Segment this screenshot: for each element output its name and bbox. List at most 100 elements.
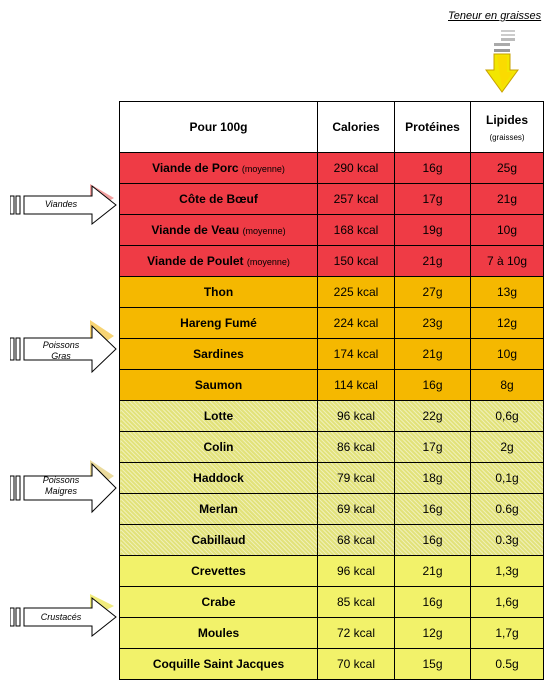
- table-row: Hareng Fumé 224 kcal 23g 12g: [119, 307, 544, 339]
- proteins-cell: 22g: [394, 400, 471, 432]
- lipids-cell: 0,1g: [470, 462, 544, 494]
- lipids-cell: 1,6g: [470, 586, 544, 618]
- food-name: Thon: [203, 285, 234, 299]
- lipids-cell: 0,6g: [470, 400, 544, 432]
- table-row: Lotte 96 kcal 22g 0,6g: [119, 400, 544, 432]
- lipids-cell: 10g: [470, 214, 544, 246]
- group-arrow-viandes: Viandes: [10, 182, 120, 230]
- calories-cell: 150 kcal: [317, 245, 395, 277]
- group-arrow-poissons-gras: Poissons Gras: [10, 318, 120, 374]
- lipids-cell: 25g: [470, 152, 544, 184]
- lipids-cell: 10g: [470, 338, 544, 370]
- table-row: Viande de Porc (moyenne) 290 kcal 16g 25g: [119, 152, 544, 184]
- food-name: Sardines: [193, 347, 244, 361]
- table-row: Crabe 85 kcal 16g 1,6g: [119, 586, 544, 618]
- proteins-cell: 16g: [394, 493, 471, 525]
- food-note: (moyenne): [242, 226, 286, 236]
- food-name: Merlan: [199, 502, 238, 516]
- group-label-viandes: Viandes: [44, 199, 78, 209]
- calories-cell: 257 kcal: [317, 183, 395, 215]
- proteins-cell: 18g: [394, 462, 471, 494]
- table-row: Côte de Bœuf 257 kcal 17g 21g: [119, 183, 544, 215]
- food-name-cell: Viande de Veau (moyenne): [119, 214, 318, 246]
- food-name: Crevettes: [191, 564, 246, 578]
- calories-cell: 96 kcal: [317, 400, 395, 432]
- food-note: (moyenne): [241, 164, 285, 174]
- proteins-cell: 23g: [394, 307, 471, 339]
- food-name: Cabillaud: [191, 533, 246, 547]
- table-row: Crevettes 96 kcal 21g 1,3g: [119, 555, 544, 587]
- food-column-header: Pour 100g: [119, 101, 318, 153]
- group-label-poissons-maigres-1: Poissons: [42, 475, 80, 485]
- calories-cell: 70 kcal: [317, 648, 395, 680]
- proteins-cell: 12g: [394, 617, 471, 649]
- table-row: Saumon 114 kcal 16g 8g: [119, 369, 544, 401]
- proteins-cell: 21g: [394, 338, 471, 370]
- food-name: Viande de Porc: [152, 161, 239, 175]
- lipids-cell: 0.3g: [470, 524, 544, 556]
- food-name: Saumon: [194, 378, 243, 392]
- food-name: Moules: [197, 626, 240, 640]
- calories-cell: 114 kcal: [317, 369, 395, 401]
- food-name-cell: Viande de Porc (moyenne): [119, 152, 318, 184]
- lipids-column-header: Lipides (graisses): [470, 101, 544, 153]
- proteins-cell: 16g: [394, 369, 471, 401]
- food-name-cell: Cabillaud: [119, 524, 318, 556]
- food-name-cell: Coquille Saint Jacques: [119, 648, 318, 680]
- lipids-cell: 0.6g: [470, 493, 544, 525]
- lipids-label: Lipides: [485, 112, 528, 127]
- table-row: Viande de Veau (moyenne) 168 kcal 19g 10g: [119, 214, 544, 246]
- table-row: Cabillaud 68 kcal 16g 0.3g: [119, 524, 544, 556]
- food-name: Lotte: [203, 409, 234, 423]
- proteins-cell: 19g: [394, 214, 471, 246]
- calories-cell: 96 kcal: [317, 555, 395, 587]
- food-name-cell: Moules: [119, 617, 318, 649]
- table-row: Colin 86 kcal 17g 2g: [119, 431, 544, 463]
- right-arrow-icon: [10, 460, 117, 514]
- right-arrow-icon: [10, 184, 117, 226]
- food-name-cell: Colin: [119, 431, 318, 463]
- calories-cell: 85 kcal: [317, 586, 395, 618]
- lipids-sublabel: (graisses): [489, 132, 525, 142]
- food-name: Côte de Bœuf: [179, 192, 258, 206]
- group-arrow-poissons-maigres: Poissons Maigres: [10, 458, 120, 514]
- lipids-cell: 21g: [470, 183, 544, 215]
- table-body: Viande de Porc (moyenne) 290 kcal 16g 25g Cô…: [119, 152, 544, 680]
- food-name-cell: Viande de Poulet (moyenne): [119, 245, 318, 277]
- food-name: Colin: [203, 440, 234, 454]
- food-name: Crabe: [201, 595, 236, 609]
- food-name-cell: Thon: [119, 276, 318, 308]
- lipids-cell: 0.5g: [470, 648, 544, 680]
- proteins-cell: 15g: [394, 648, 471, 680]
- table-header-row: Pour 100g Calories Protéines Lipides (gr…: [119, 101, 544, 153]
- food-name-cell: Hareng Fumé: [119, 307, 318, 339]
- food-name-cell: Côte de Bœuf: [119, 183, 318, 215]
- calories-cell: 68 kcal: [317, 524, 395, 556]
- lipids-cell: 1,7g: [470, 617, 544, 649]
- food-name-cell: Haddock: [119, 462, 318, 494]
- group-arrow-crustaces: Crustacés: [10, 592, 120, 640]
- food-name-cell: Crabe: [119, 586, 318, 618]
- proteins-cell: 17g: [394, 431, 471, 463]
- proteins-cell: 16g: [394, 586, 471, 618]
- table-row: Sardines 174 kcal 21g 10g: [119, 338, 544, 370]
- food-name: Hareng Fumé: [180, 316, 257, 330]
- food-name: Haddock: [193, 471, 244, 485]
- table-row: Thon 225 kcal 27g 13g: [119, 276, 544, 308]
- group-label-crustaces: Crustacés: [40, 612, 82, 622]
- food-name: Viande de Poulet: [147, 254, 244, 268]
- lipids-cell: 12g: [470, 307, 544, 339]
- calories-cell: 174 kcal: [317, 338, 395, 370]
- food-name: Coquille Saint Jacques: [152, 657, 285, 671]
- proteins-cell: 17g: [394, 183, 471, 215]
- right-arrow-icon: [10, 320, 117, 374]
- proteins-cell: 27g: [394, 276, 471, 308]
- lipids-cell: 7 à 10g: [470, 245, 544, 277]
- table-row: Haddock 79 kcal 18g 0,1g: [119, 462, 544, 494]
- food-note: (moyenne): [246, 257, 290, 267]
- down-arrow-icon: [485, 30, 519, 93]
- fat-content-label: Teneur en graisses: [448, 10, 542, 22]
- group-label-poissons-gras-1: Poissons: [42, 340, 80, 350]
- calories-cell: 79 kcal: [317, 462, 395, 494]
- calories-cell: 72 kcal: [317, 617, 395, 649]
